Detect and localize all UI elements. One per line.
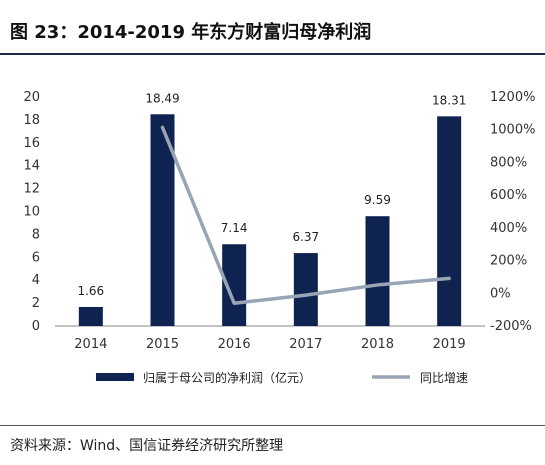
figure-title: 图 23：2014-2019 年东方财富归母净利润 <box>10 22 372 43</box>
bar-value-label: 9.59 <box>364 193 391 207</box>
y-right-tick-label: 0% <box>490 286 511 301</box>
chart: 0 2 4 6 8 10 12 14 16 18 20 -200% 0% 200% 400% 600% 800%… <box>23 90 535 385</box>
y-left-tick-label: 2 <box>32 296 40 311</box>
bar-value-label: 1.66 <box>77 284 104 298</box>
y-left-tick-label: 20 <box>23 90 40 105</box>
bar-value-label: 7.14 <box>221 221 248 235</box>
figure-header: 图 23：2014-2019 年东方财富归母净利润 <box>0 0 545 50</box>
y-left-tick-label: 12 <box>23 182 40 197</box>
y-left-tick-label: 10 <box>23 205 40 220</box>
bar-value-label: 6.37 <box>292 230 319 244</box>
growth-line <box>160 125 451 306</box>
x-tick-label: 2019 <box>433 337 466 352</box>
y-right-tick-label: 200% <box>490 254 527 269</box>
source-note: 资料来源：Wind、国信证券经济研究所整理 <box>10 438 284 454</box>
y-left-tick-label: 14 <box>23 159 40 174</box>
y-left-tick-label: 0 <box>32 319 40 334</box>
y-right-tick-label: 800% <box>490 155 527 170</box>
y-left-tick-label: 8 <box>32 227 40 242</box>
y-right-tick-label: 1200% <box>490 90 535 105</box>
bar-value-label: 18.31 <box>432 93 466 107</box>
y-left-tick-label: 4 <box>32 273 40 288</box>
y-left-tick-label: 18 <box>23 113 40 128</box>
legend-line-label: 同比增速 <box>420 371 468 385</box>
x-tick-label: 2018 <box>361 337 394 352</box>
footer-divider <box>0 425 545 426</box>
x-tick-label: 2016 <box>218 337 251 352</box>
y-right-tick-label: 600% <box>490 188 527 203</box>
y-left-tick-label: 6 <box>32 250 40 265</box>
title-divider <box>0 53 545 55</box>
bar-value-label: 18.49 <box>145 91 179 105</box>
y-right-tick-label: 400% <box>490 221 527 236</box>
bar <box>293 253 318 326</box>
y-left-tick-label: 16 <box>23 136 40 151</box>
x-tick-label: 2014 <box>74 337 107 352</box>
bar <box>437 116 462 327</box>
bar <box>365 216 390 326</box>
x-tick-label: 2015 <box>146 337 179 352</box>
y-right-tick-label: 1000% <box>490 123 535 138</box>
y-right-tick-label: -200% <box>490 319 532 334</box>
x-tick-label: 2017 <box>289 337 322 352</box>
legend-bar-label: 归属于母公司的净利润（亿元） <box>143 370 311 385</box>
legend-bar-swatch <box>96 373 134 381</box>
bar <box>78 306 103 326</box>
